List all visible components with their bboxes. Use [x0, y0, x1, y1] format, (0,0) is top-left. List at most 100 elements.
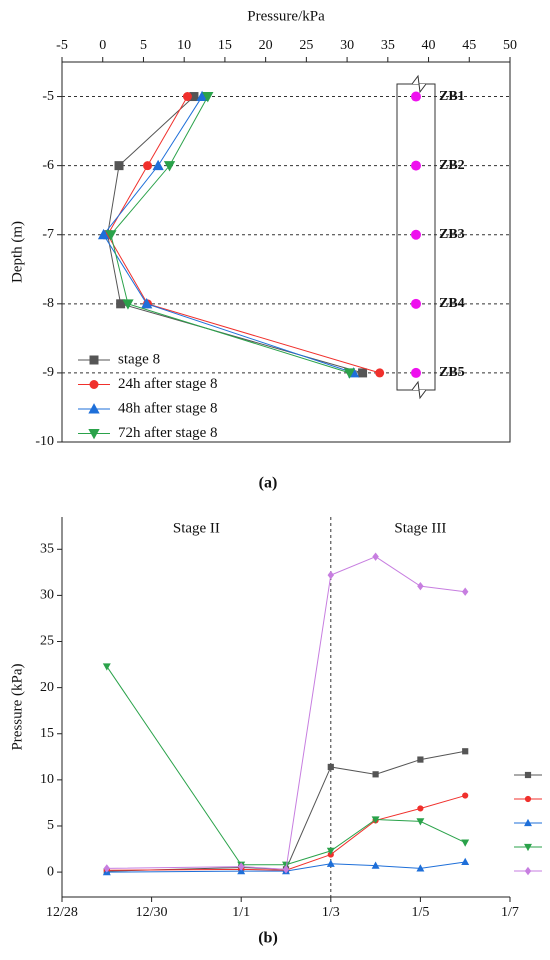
- legend-marker: [89, 380, 99, 389]
- marker: [141, 297, 153, 309]
- x-tick-label: 10: [177, 38, 191, 53]
- y-axis-label: Depth (m): [9, 221, 25, 283]
- y-tick-label: -10: [35, 434, 54, 449]
- x-tick-label: 50: [503, 38, 517, 53]
- x-tick-label: 0: [99, 38, 106, 53]
- x-tick-label: 1/1: [232, 905, 250, 920]
- marker: [358, 368, 368, 378]
- y-tick-label: 35: [40, 542, 54, 557]
- x-axis-label: Pressure/kPa: [247, 8, 325, 24]
- y-tick-label: 0: [47, 864, 54, 879]
- marker: [417, 805, 424, 812]
- series-line: [107, 96, 363, 374]
- series-line: [106, 666, 466, 866]
- y-tick-label: -8: [42, 296, 54, 311]
- marker: [371, 816, 380, 824]
- marker: [237, 862, 245, 871]
- sensor-label: ZB4: [439, 296, 465, 311]
- x-tick-label: 12/30: [136, 905, 168, 920]
- x-tick-label: 45: [462, 38, 476, 53]
- marker: [326, 859, 335, 867]
- marker: [105, 230, 117, 241]
- sensor-dot: [411, 91, 421, 102]
- legend-marker: [524, 818, 532, 827]
- caption: (b): [258, 930, 278, 947]
- annotation: Stage II: [173, 520, 220, 536]
- y-tick-label: -5: [42, 89, 54, 104]
- marker: [462, 792, 469, 799]
- x-tick-label: 15: [218, 38, 232, 53]
- legend-marker: [524, 795, 532, 803]
- x-tick-label: -5: [56, 38, 68, 53]
- marker: [282, 861, 290, 869]
- marker: [462, 748, 469, 755]
- marker: [461, 587, 469, 596]
- legend-label: 72h after stage 8: [118, 425, 218, 441]
- x-tick-label: 35: [381, 38, 395, 53]
- marker: [417, 581, 424, 591]
- marker: [152, 159, 164, 171]
- legend-label: stage 8: [118, 351, 160, 367]
- y-tick-label: -9: [42, 365, 54, 380]
- x-tick-label: 1/3: [322, 905, 340, 920]
- marker: [371, 861, 380, 869]
- sensor-dot: [411, 298, 421, 309]
- plot-frame: [61, 61, 511, 443]
- marker: [237, 867, 246, 875]
- y-tick-label: -6: [42, 158, 54, 173]
- marker: [116, 299, 126, 309]
- legend-label: 24h after stage 8: [118, 376, 218, 392]
- x-tick-label: 25: [299, 38, 313, 53]
- sensor-label: ZB5: [439, 365, 465, 380]
- marker: [326, 847, 335, 856]
- sensor-dot: [411, 229, 421, 240]
- marker: [327, 570, 335, 580]
- series-line: [106, 795, 466, 871]
- sensor-dot: [411, 367, 421, 378]
- y-tick-label: -7: [42, 227, 54, 242]
- marker: [202, 92, 214, 103]
- marker: [327, 763, 334, 771]
- sensor-label: ZB2: [439, 158, 465, 173]
- marker: [416, 818, 425, 826]
- marker: [182, 92, 192, 102]
- marker: [461, 857, 470, 866]
- sensor-panel: [396, 74, 436, 400]
- marker: [282, 865, 290, 874]
- marker: [417, 756, 424, 763]
- x-tick-label: 40: [422, 38, 436, 53]
- legend-label: 48h after stage 8: [118, 400, 218, 416]
- annotation: Stage III: [394, 520, 446, 536]
- marker: [416, 864, 425, 872]
- x-tick-label: 1/7: [501, 905, 519, 920]
- legend-marker: [524, 843, 532, 852]
- marker: [122, 299, 134, 310]
- y-tick-label: 30: [40, 588, 54, 603]
- legend-marker: [88, 403, 100, 414]
- marker: [143, 161, 153, 171]
- x-tick-label: 12/28: [46, 905, 78, 920]
- legend-marker: [524, 866, 532, 876]
- marker: [372, 552, 379, 561]
- marker: [343, 368, 356, 379]
- y-tick-label: 25: [40, 634, 54, 649]
- legend-marker: [89, 355, 99, 365]
- y-tick-label: 10: [40, 772, 54, 787]
- marker: [103, 864, 111, 873]
- break-symbol: [397, 380, 435, 400]
- x-tick-label: 5: [140, 38, 147, 53]
- marker: [461, 839, 470, 847]
- series-line: [106, 556, 466, 870]
- sensor-dot: [411, 160, 421, 171]
- y-axis-label: Pressure (kPa): [9, 663, 25, 750]
- y-tick-label: 20: [40, 680, 54, 695]
- legend-marker: [524, 771, 532, 779]
- legend-marker: [88, 429, 100, 440]
- x-tick-label: 30: [340, 38, 354, 53]
- y-tick-label: 15: [40, 726, 54, 741]
- marker: [97, 228, 110, 240]
- marker: [102, 663, 111, 671]
- marker: [163, 161, 176, 172]
- sensor-label: ZB1: [439, 89, 465, 104]
- caption: (a): [259, 475, 278, 492]
